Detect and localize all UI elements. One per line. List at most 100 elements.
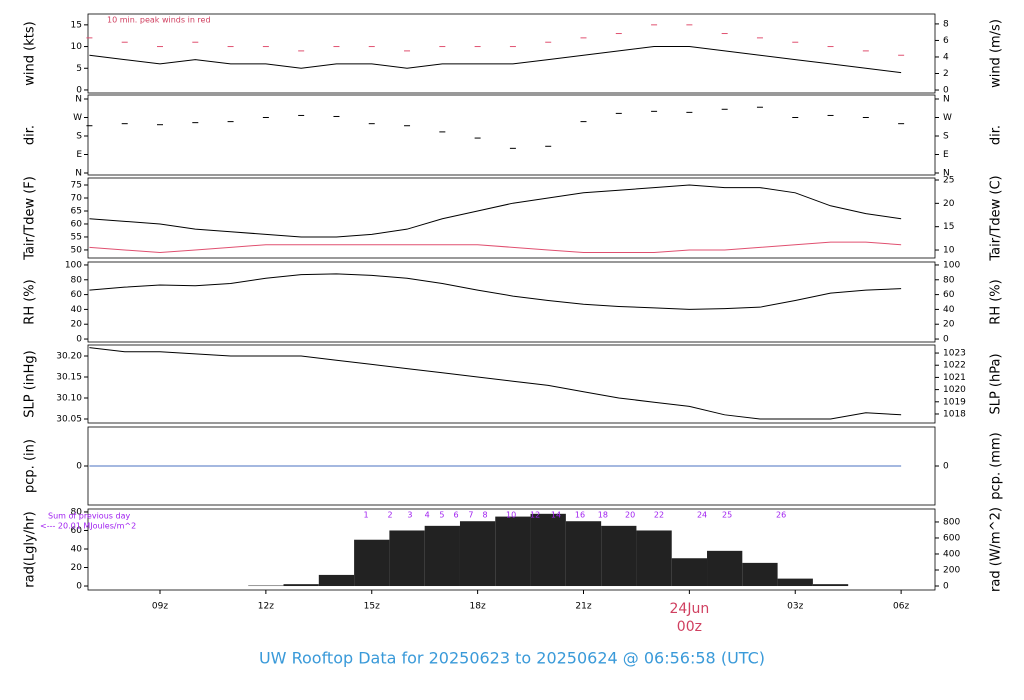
y2-tick-label: 6 [943,36,949,46]
y2-tick-label: N [943,95,950,105]
y-tick-label: 5 [76,64,82,74]
y2-tick-label: 600 [943,533,960,543]
bar [742,562,778,587]
y2-tick-label: 400 [943,549,960,559]
y2-tick-label: 0 [943,86,949,96]
x-tick-label: 12z [258,602,274,612]
y-tick-label: S [76,132,82,142]
y-tick-label: 75 [71,181,82,191]
y2-tick-label: E [943,150,949,160]
y-axis-label: dir. [23,125,38,145]
y2-tick-label: 1021 [943,373,966,383]
series-line [89,241,902,254]
y2-tick-label: S [943,132,949,142]
bar [707,550,743,587]
series-line [89,273,902,310]
panel-frame [87,261,936,343]
y2-tick-label: 2 [943,69,949,79]
bar [671,558,708,587]
y-tick-label: 20 [71,563,83,573]
bar [424,525,460,587]
bar [601,525,637,587]
hour-label: 14 [551,511,561,520]
y2-tick-label: 1022 [943,361,966,371]
x-tick-label: 24Jun [670,601,710,617]
hour-label: 20 [625,511,635,520]
y2-tick-label: 0 [943,462,949,472]
panel-frame [87,344,936,424]
y-tick-label: 50 [71,245,83,255]
y-tick-label: 30.10 [56,394,82,404]
y2-tick-label: 0 [943,335,949,345]
chart-title: UW Rooftop Data for 20250623 to 20250624… [259,649,765,668]
x-tick-label: 09z [152,602,168,612]
y2-axis-label: rad (W/m^2) [989,507,1004,592]
annotation: 00z [677,619,702,635]
y-tick-label: 40 [71,544,83,554]
y2-axis-label: Tair/Tdew (C) [989,175,1004,261]
series-line [89,184,902,238]
y-axis-label: SLP (inHg) [23,350,38,418]
y2-tick-label: 1020 [943,385,966,395]
bar [318,574,355,587]
annotation: 10 min. peak winds in red [107,16,211,25]
hour-label: 24 [697,511,707,520]
y2-axis-label: wind (m/s) [989,19,1004,88]
y-tick-label: 0 [76,462,82,472]
bar [530,513,566,587]
y2-tick-label: 25 [943,176,954,186]
y2-tick-label: 80 [943,275,955,285]
y-tick-label: 10 [71,42,83,52]
y2-axis-label: SLP (hPa) [989,353,1004,414]
y2-tick-label: 8 [943,19,949,29]
y2-tick-label: 1023 [943,349,966,359]
y2-tick-label: 20 [943,320,955,330]
y2-tick-label: 20 [943,199,955,209]
hour-label: 26 [776,511,786,520]
y-tick-label: 0 [76,335,82,345]
y2-tick-label: 0 [943,581,949,591]
y-tick-label: 20 [71,320,83,330]
x-tick-label: 21z [575,602,591,612]
y-tick-label: 100 [65,260,82,270]
y-tick-label: 15 [71,20,82,30]
hour-label: 12 [530,511,540,520]
y-tick-label: W [73,113,82,123]
x-tick-label: 15z [364,602,380,612]
y-axis-label: RH (%) [23,279,38,324]
bar [812,584,849,587]
y2-tick-label: W [943,113,952,123]
y2-tick-label: 60 [943,290,955,300]
hour-label: 22 [654,511,664,520]
hour-label: 18 [598,511,608,520]
y2-tick-label: 800 [943,517,960,527]
series-line [89,46,902,74]
bar [636,530,672,587]
panel-frame [87,508,936,591]
panel-frame [87,94,936,176]
y-tick-label: 0 [76,582,82,592]
y-tick-label: E [76,150,82,160]
hour-label: 4 [425,511,430,520]
y-tick-label: N [75,169,82,179]
y-tick-label: 30.20 [56,352,82,362]
y2-tick-label: 200 [943,565,960,575]
x-tick-label: 03z [787,602,803,612]
bar [459,521,496,587]
y-tick-label: 30.05 [56,415,82,425]
y-tick-label: 70 [71,194,83,204]
y-axis-label: pcp. (in) [23,439,38,493]
y2-tick-label: N [943,169,950,179]
y-tick-label: N [75,95,82,105]
y2-tick-label: 10 [943,246,955,256]
y-axis-label: wind (kts) [23,21,38,85]
bar [389,530,425,587]
hour-label: 10 [506,511,516,520]
annotation: <--- 20.01 MJoules/m^2 [40,522,136,531]
hour-label: 8 [482,511,487,520]
bar [495,516,531,587]
hour-label: 6 [454,511,459,520]
hour-label: 3 [407,511,412,520]
y-tick-label: 0 [76,85,82,95]
